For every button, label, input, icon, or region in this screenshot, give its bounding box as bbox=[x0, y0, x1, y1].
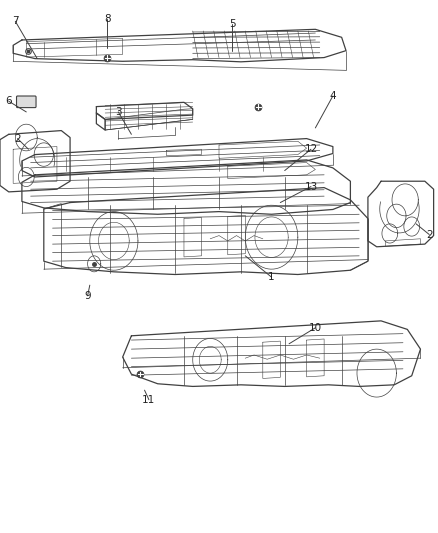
Text: 7: 7 bbox=[12, 17, 19, 26]
Text: 11: 11 bbox=[142, 395, 155, 405]
Text: 2: 2 bbox=[426, 230, 433, 239]
Text: 10: 10 bbox=[309, 323, 322, 333]
Text: 3: 3 bbox=[115, 107, 122, 117]
Text: 8: 8 bbox=[104, 14, 111, 23]
Text: 2: 2 bbox=[14, 134, 21, 143]
Text: 4: 4 bbox=[329, 91, 336, 101]
Text: 5: 5 bbox=[229, 19, 236, 29]
Text: 1: 1 bbox=[268, 272, 275, 282]
Text: 6: 6 bbox=[5, 96, 12, 106]
FancyBboxPatch shape bbox=[17, 96, 36, 108]
Text: 13: 13 bbox=[304, 182, 318, 191]
Text: 12: 12 bbox=[304, 144, 318, 154]
Text: 9: 9 bbox=[84, 291, 91, 301]
